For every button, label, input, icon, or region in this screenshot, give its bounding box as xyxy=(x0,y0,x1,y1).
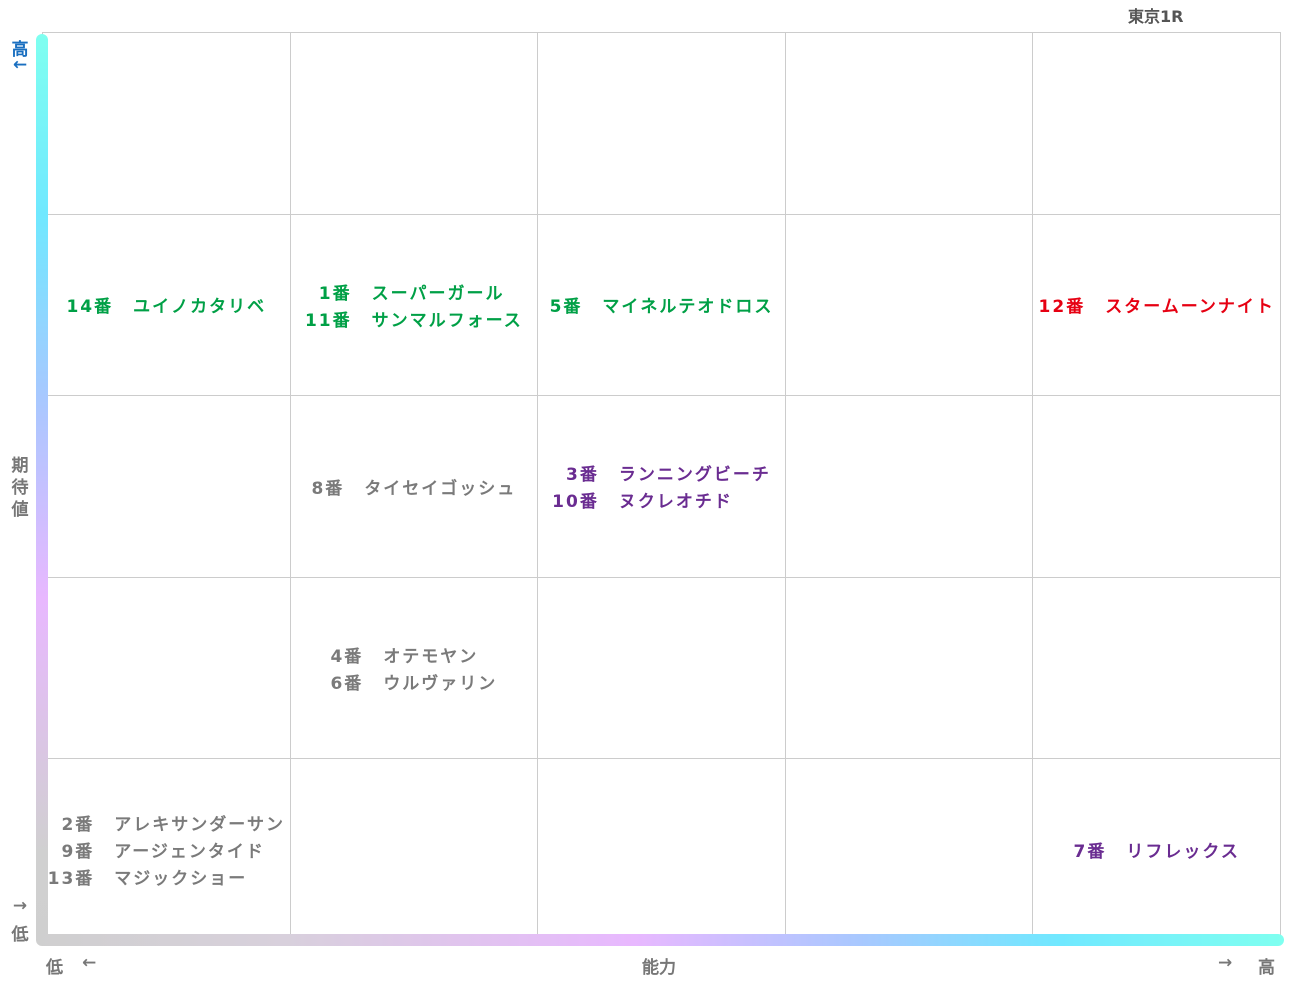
horse-number: 10番 xyxy=(552,492,599,513)
y-low-arrow: → xyxy=(12,896,28,916)
cell: 7番 リフレックス xyxy=(1032,759,1280,941)
horse-number: 4番 xyxy=(330,647,364,668)
horse-name: ヌクレオチド xyxy=(618,492,733,513)
y-low: 低 xyxy=(11,925,29,945)
horse-name: オテモヤン xyxy=(383,647,479,668)
horse-name: スーパーガール xyxy=(371,283,505,304)
x-high-arrow: → xyxy=(1218,953,1233,973)
horse-name: ウルヴァリン xyxy=(383,674,498,695)
entry-list: 4番 オテモヤン 6番 ウルヴァリン xyxy=(330,642,497,694)
x-label: 能力 xyxy=(642,958,676,978)
y-high-arrow: ← xyxy=(12,55,28,75)
cell xyxy=(537,577,785,760)
horse-number: 5番 xyxy=(549,297,583,318)
cell xyxy=(1032,396,1280,578)
cell: 14番 ユイノカタリベ xyxy=(42,214,290,397)
cell xyxy=(42,396,290,578)
horse-number: 3番 xyxy=(565,465,599,486)
cell xyxy=(1032,577,1280,760)
cell xyxy=(537,33,785,215)
horse-name: タイセイゴッシュ xyxy=(364,478,517,499)
cell: 2番 アレキサンダーサン 9番 アージェンタイド 13番 マジックショー xyxy=(42,759,290,941)
cell: 1番 スーパーガール 11番 サンマルフォース xyxy=(289,214,538,397)
entry-list: 7番 リフレックス xyxy=(1074,837,1240,862)
y-label: 期待値 xyxy=(11,456,29,520)
title: 東京1R xyxy=(1128,7,1184,26)
x-high: 高 xyxy=(1258,958,1275,978)
horse-number: 12番 xyxy=(1038,297,1086,318)
entry-list: 14番 ユイノカタリベ xyxy=(66,292,266,317)
horse-number: 2番 xyxy=(61,815,95,836)
horse-number: 13番 xyxy=(47,869,95,890)
horse-number: 14番 xyxy=(66,297,114,318)
horse-number: 8番 xyxy=(311,478,345,499)
cell xyxy=(289,759,538,941)
horse-number: 7番 xyxy=(1073,842,1107,863)
horse-name: アレキサンダーサン xyxy=(114,815,285,836)
horse-number: 1番 xyxy=(318,283,352,304)
y-high: 高 xyxy=(11,40,29,60)
x-axis-bar xyxy=(36,934,1284,946)
horse-name: マジックショー xyxy=(114,869,248,890)
cell xyxy=(289,33,538,215)
horse-number: 9番 xyxy=(61,842,95,863)
entry-list: 1番 スーパーガール 11番 サンマルフォース xyxy=(305,279,523,331)
cell: 3番 ランニングビーチ 10番 ヌクレオチド xyxy=(537,396,785,578)
entry-list: 5番 マイネルテオドロス xyxy=(550,292,774,317)
cell xyxy=(537,759,785,941)
entry-list: 8番 タイセイゴッシュ xyxy=(311,474,516,499)
cell xyxy=(784,577,1033,760)
entry-list: 3番 ランニングビーチ 10番 ヌクレオチド xyxy=(552,460,771,512)
cell xyxy=(784,33,1033,215)
horse-number: 11番 xyxy=(304,310,352,331)
horse-number: 6番 xyxy=(330,674,364,695)
x-low: 低 xyxy=(46,958,63,978)
cell xyxy=(784,214,1033,397)
cell: 4番 オテモヤン 6番 ウルヴァリン xyxy=(289,577,538,760)
cell: 8番 タイセイゴッシュ xyxy=(289,396,538,578)
cell: 5番 マイネルテオドロス xyxy=(537,214,785,397)
cell xyxy=(42,33,290,215)
horse-name: ランニングビーチ xyxy=(618,465,771,486)
entry-list: 2番 アレキサンダーサン 9番 アージェンタイド 13番 マジックショー xyxy=(48,810,285,889)
horse-name: スタームーンナイト xyxy=(1105,297,1275,318)
horse-name: アージェンタイド xyxy=(114,842,265,863)
cell xyxy=(1032,33,1280,215)
horse-name: リフレックス xyxy=(1126,842,1240,863)
horse-name: ユイノカタリベ xyxy=(133,297,267,318)
cell xyxy=(784,396,1033,578)
horse-name: サンマルフォース xyxy=(371,310,523,331)
matrix-grid: 14番 ユイノカタリベ 1番 スーパーガール 11番 サンマルフォース 5番 マイネルテオドロ… xyxy=(42,32,1281,941)
cell: 12番 スタームーンナイト xyxy=(1032,214,1280,397)
x-low-arrow: ← xyxy=(82,953,97,973)
cell xyxy=(784,759,1033,941)
entry-list: 12番 スタームーンナイト xyxy=(1039,292,1275,317)
horse-name: マイネルテオドロス xyxy=(602,297,774,318)
cell xyxy=(42,577,290,760)
y-axis-bar xyxy=(36,34,48,944)
